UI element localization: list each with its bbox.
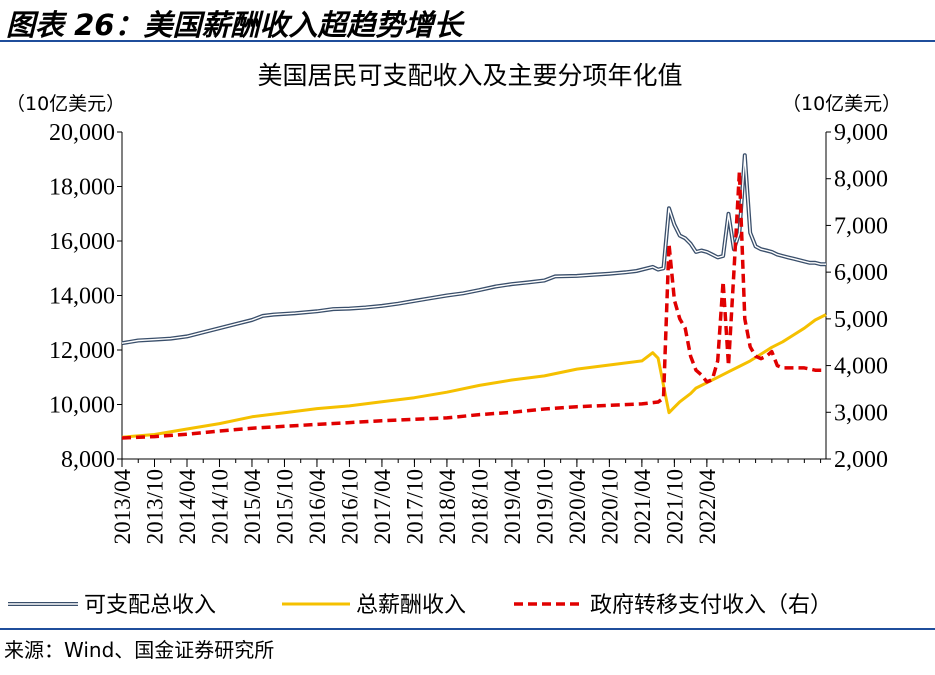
figure-title: 图表 26：美国薪酬收入超趋势增长 <box>6 8 463 42</box>
left-tick-label: 8,000 <box>61 447 115 473</box>
x-tick-label: 2018/10 <box>467 469 492 544</box>
left-tick-label: 20,000 <box>49 120 115 146</box>
x-tick-label: 2013/04 <box>110 469 135 545</box>
right-tick-label: 6,000 <box>834 260 888 286</box>
x-tick-label: 2017/04 <box>370 469 395 545</box>
left-tick-label: 10,000 <box>49 393 115 419</box>
axes: 8,000 10,000 12,000 14,000 16,000 18,000 20,00… <box>49 120 888 544</box>
x-tick-label: 2020/10 <box>597 469 622 544</box>
x-tick-label: 2018/04 <box>435 469 460 545</box>
x-tick-label: 2019/10 <box>532 469 557 544</box>
right-tick-label: 3,000 <box>834 400 888 426</box>
left-axis-unit: （10亿美元） <box>6 93 125 115</box>
right-tick-label: 7,000 <box>834 213 888 239</box>
right-tick-label: 8,000 <box>834 167 888 193</box>
transfers-line <box>121 169 826 440</box>
chart-title: 美国居民可支配收入及主要分项年化值 <box>257 61 682 90</box>
x-tick-label: 2013/10 <box>142 469 167 544</box>
top-rule <box>0 40 935 42</box>
legend-disposable-label: 可支配总收入 <box>84 593 216 618</box>
legend-wages-label: 总薪酬收入 <box>356 593 466 618</box>
right-axis-unit: （10亿美元） <box>782 93 901 115</box>
line-chart: 美国居民可支配收入及主要分项年化值 （10亿美元） （10亿美元） 8,000 1… <box>6 61 901 618</box>
x-tick-label: 2016/04 <box>305 469 330 545</box>
left-tick-label: 16,000 <box>49 229 115 255</box>
right-tick-label: 4,000 <box>834 354 888 380</box>
x-tick-label: 2021/04 <box>630 469 655 545</box>
x-tick-label: 2015/04 <box>240 469 265 545</box>
legend: 可支配总收入 总薪酬收入 政府转移支付收入（右） <box>8 593 832 618</box>
x-tick-label: 2021/10 <box>662 469 687 544</box>
legend-transfers-label: 政府转移支付收入（右） <box>590 593 832 618</box>
x-tick-label: 2022/04 <box>695 469 720 545</box>
wages-line <box>121 313 827 439</box>
bottom-rule <box>0 628 935 630</box>
series-layer <box>121 153 827 440</box>
left-tick-label: 14,000 <box>49 284 115 310</box>
source-note: 来源：Wind、国金证券研究所 <box>4 638 275 662</box>
left-tick-label: 18,000 <box>49 175 115 201</box>
left-tick-label: 12,000 <box>49 338 115 364</box>
right-tick-label: 9,000 <box>834 120 888 146</box>
x-tick-label: 2017/10 <box>402 469 427 544</box>
x-tick-label: 2020/04 <box>565 469 590 545</box>
right-tick-label: 2,000 <box>834 447 888 473</box>
x-tick-label: 2015/10 <box>272 469 297 544</box>
right-tick-label: 5,000 <box>834 307 888 333</box>
x-tick-label: 2016/10 <box>337 469 362 544</box>
disposable-income-line-inner <box>121 154 826 344</box>
x-tick-label: 2019/04 <box>500 469 525 545</box>
x-tick-label: 2014/04 <box>175 469 200 545</box>
x-tick-label: 2014/10 <box>207 469 232 544</box>
